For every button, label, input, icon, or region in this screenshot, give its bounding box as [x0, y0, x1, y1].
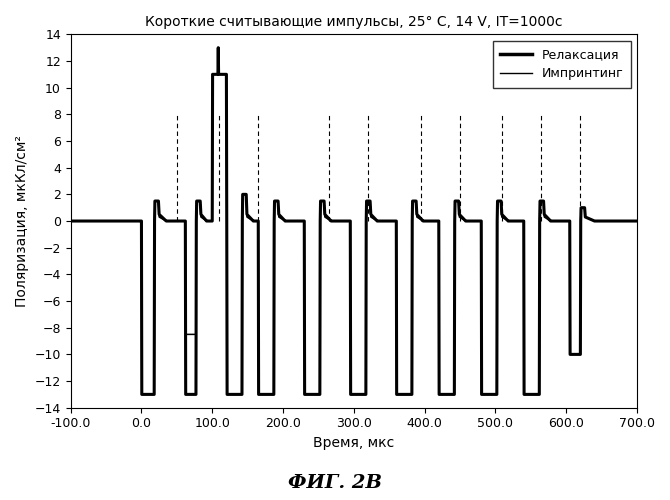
X-axis label: Время, мкс: Время, мкс [313, 436, 395, 450]
Legend: Релаксация, Импринтинг: Релаксация, Импринтинг [492, 40, 630, 88]
Title: Короткие считывающие импульсы, 25° С, 14 V, IT=1000с: Короткие считывающие импульсы, 25° С, 14… [145, 15, 563, 29]
Text: ФИГ. 2В: ФИГ. 2В [288, 474, 382, 492]
Y-axis label: Поляризация, мкКл/см²: Поляризация, мкКл/см² [15, 135, 29, 307]
